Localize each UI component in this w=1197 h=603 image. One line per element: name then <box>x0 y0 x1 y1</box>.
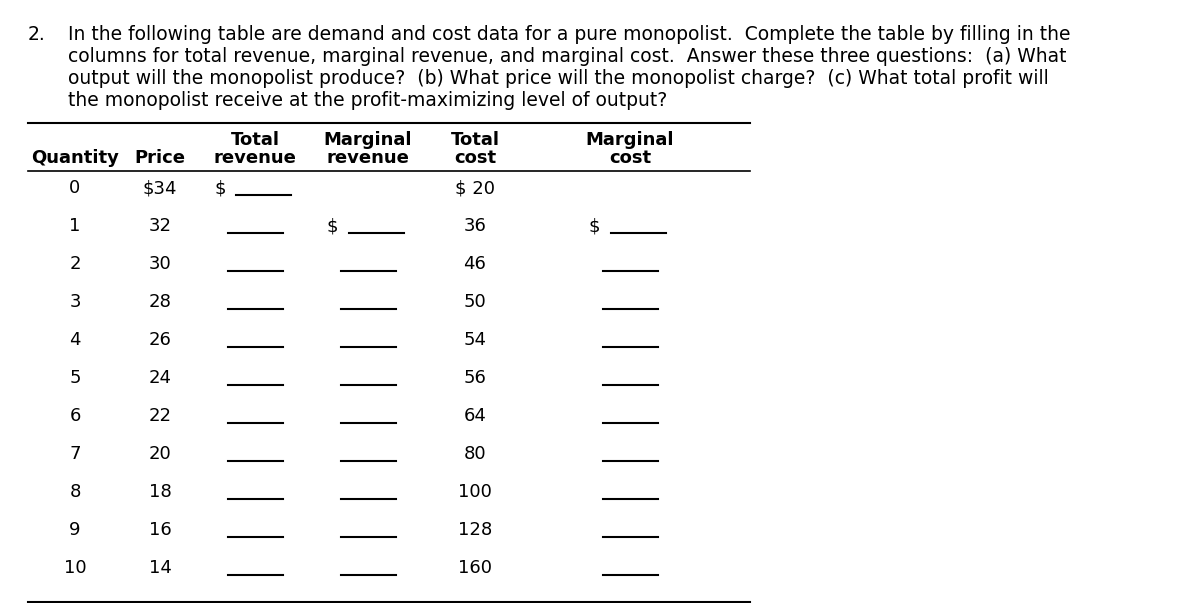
Text: 7: 7 <box>69 445 80 463</box>
Text: 128: 128 <box>458 521 492 539</box>
Text: $: $ <box>589 217 601 235</box>
Text: $34: $34 <box>142 179 177 197</box>
Text: 5: 5 <box>69 369 80 387</box>
Text: Total: Total <box>231 131 280 149</box>
Text: $: $ <box>214 179 225 197</box>
Text: Marginal: Marginal <box>323 131 412 149</box>
Text: $: $ <box>327 217 339 235</box>
Text: Marginal: Marginal <box>585 131 674 149</box>
Text: columns for total revenue, marginal revenue, and marginal cost.  Answer these th: columns for total revenue, marginal reve… <box>68 47 1067 66</box>
Text: 18: 18 <box>148 483 171 501</box>
Text: 16: 16 <box>148 521 171 539</box>
Text: 4: 4 <box>69 331 80 349</box>
Text: cost: cost <box>609 149 651 167</box>
Text: 46: 46 <box>463 255 486 273</box>
Text: 80: 80 <box>463 445 486 463</box>
Text: 30: 30 <box>148 255 171 273</box>
Text: 6: 6 <box>69 407 80 425</box>
Text: 64: 64 <box>463 407 486 425</box>
Text: Total: Total <box>450 131 499 149</box>
Text: 10: 10 <box>63 559 86 577</box>
Text: 56: 56 <box>463 369 486 387</box>
Text: 26: 26 <box>148 331 171 349</box>
Text: 36: 36 <box>463 217 486 235</box>
Text: revenue: revenue <box>327 149 409 167</box>
Text: Quantity: Quantity <box>31 149 119 167</box>
Text: 160: 160 <box>458 559 492 577</box>
Text: 8: 8 <box>69 483 80 501</box>
Text: In the following table are demand and cost data for a pure monopolist.  Complete: In the following table are demand and co… <box>68 25 1070 44</box>
Text: 20: 20 <box>148 445 171 463</box>
Text: 1: 1 <box>69 217 80 235</box>
Text: 3: 3 <box>69 293 80 311</box>
Text: 9: 9 <box>69 521 80 539</box>
Text: 50: 50 <box>463 293 486 311</box>
Text: revenue: revenue <box>213 149 297 167</box>
Text: 14: 14 <box>148 559 171 577</box>
Text: 2: 2 <box>69 255 80 273</box>
Text: 32: 32 <box>148 217 171 235</box>
Text: 2.: 2. <box>28 25 45 44</box>
Text: 24: 24 <box>148 369 171 387</box>
Text: 22: 22 <box>148 407 171 425</box>
Text: 28: 28 <box>148 293 171 311</box>
Text: $ 20: $ 20 <box>455 179 496 197</box>
Text: the monopolist receive at the profit-maximizing level of output?: the monopolist receive at the profit-max… <box>68 91 667 110</box>
Text: cost: cost <box>454 149 496 167</box>
Text: 54: 54 <box>463 331 486 349</box>
Text: Price: Price <box>134 149 186 167</box>
Text: 0: 0 <box>69 179 80 197</box>
Text: output will the monopolist produce?  (b) What price will the monopolist charge? : output will the monopolist produce? (b) … <box>68 69 1049 88</box>
Text: 100: 100 <box>458 483 492 501</box>
